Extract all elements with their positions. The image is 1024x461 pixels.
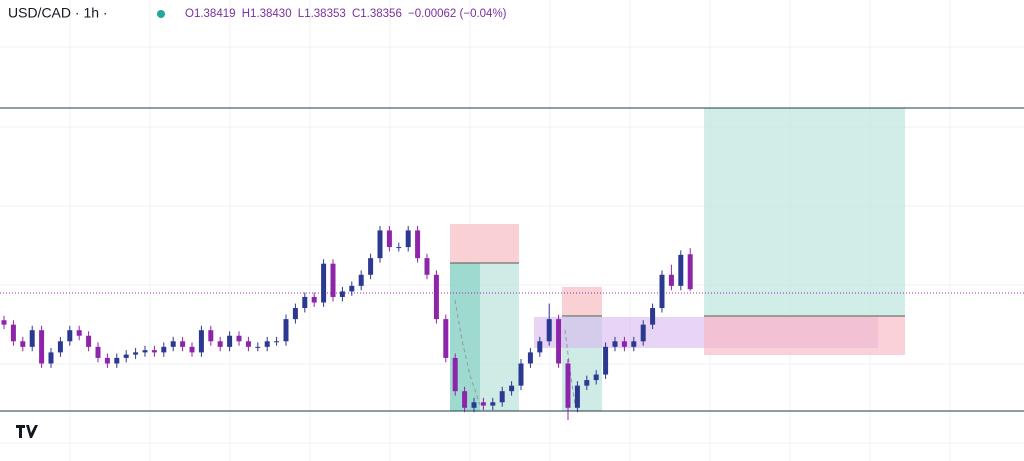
candle-body (245, 341, 251, 347)
high: H1.38430 (242, 8, 292, 20)
logo-mark (16, 425, 38, 438)
path-line (454, 299, 481, 406)
candle-body (274, 341, 280, 343)
candle-body (330, 263, 336, 297)
candle-body (452, 357, 458, 392)
candle-body (386, 230, 392, 248)
candle-body (631, 341, 637, 347)
candle-body (462, 391, 468, 408)
candle-body (180, 341, 186, 347)
candle-body (104, 357, 110, 364)
drawings (0, 107, 1024, 412)
candle-body (217, 341, 223, 347)
candle-body (490, 402, 496, 406)
stop-zone (704, 316, 905, 355)
candle-body (471, 402, 477, 408)
path-line (564, 329, 576, 406)
candle-body (142, 350, 148, 353)
target-zone (704, 108, 905, 316)
candle-body (377, 230, 383, 259)
candle-body (208, 330, 214, 342)
candle-body (57, 341, 63, 353)
candle-body (659, 274, 665, 309)
status-dot (157, 10, 165, 18)
candle-body (321, 263, 327, 303)
candle-body (678, 254, 684, 286)
candle-body (443, 319, 449, 358)
candle-body (76, 330, 82, 336)
close: C1.38356 (352, 8, 402, 20)
logo[interactable] (16, 425, 38, 438)
candle-body (527, 352, 533, 364)
candle-body (227, 335, 233, 347)
candle-body (537, 341, 543, 353)
candle-body (339, 291, 345, 297)
candle-body (170, 341, 176, 347)
candle-body (612, 341, 618, 347)
candle-body (574, 385, 580, 408)
candle-body (546, 319, 552, 342)
candle-body (302, 296, 308, 309)
candle-body (424, 258, 430, 275)
candle-body (499, 391, 505, 403)
candle-body (433, 274, 439, 320)
candle-body (415, 230, 421, 259)
candle-body (349, 285, 355, 292)
candle-body (39, 330, 45, 364)
candle-body (114, 357, 120, 364)
candle-body (556, 319, 562, 364)
candle-body (687, 254, 693, 290)
candle-body (283, 319, 289, 342)
candles (1, 226, 693, 420)
candle-body (67, 330, 73, 342)
candle-body (198, 330, 204, 353)
candle-body (10, 324, 16, 342)
candle-body (593, 374, 599, 381)
candle-body (368, 258, 374, 275)
candle-body (95, 346, 101, 358)
candle-body (603, 346, 609, 375)
candle-body (161, 346, 167, 353)
candle-body (86, 335, 92, 347)
candle-body (20, 341, 26, 347)
stop-zone (562, 287, 602, 316)
header: USD/CAD · 1h · O1.38419 H1.38430 L1.3835… (8, 5, 507, 21)
ohlc: O1.38419 H1.38430 L1.38353 C1.38356 −0.0… (185, 8, 507, 20)
candle-body (264, 341, 270, 347)
symbol: USD/CAD · 1h · (8, 5, 108, 21)
candle-body (621, 341, 627, 347)
candle-body (668, 274, 674, 286)
candle-body (311, 296, 317, 303)
candle-body (509, 385, 515, 392)
open: O1.38419 (185, 8, 236, 20)
candle-body (640, 324, 646, 342)
candle-body (189, 346, 195, 353)
candle-body (29, 330, 35, 347)
candle-body (584, 380, 590, 386)
candle-body (396, 247, 402, 249)
candle-body (358, 274, 364, 286)
change: −0.00062 (−0.04%) (408, 8, 507, 20)
candle-body (151, 350, 157, 353)
candle-body (292, 308, 298, 320)
candle-body (236, 335, 242, 342)
candle-body (1, 320, 7, 325)
candle-body (133, 352, 139, 355)
candle-body (405, 230, 411, 248)
candle-body (565, 363, 571, 408)
candle-body (123, 354, 129, 358)
stop-zone (450, 224, 519, 263)
candle-body (518, 363, 524, 386)
candle-body (255, 346, 261, 348)
low: L1.38353 (298, 8, 346, 20)
candle-body (650, 308, 656, 325)
candle-body (48, 352, 54, 364)
candle-body (480, 402, 486, 406)
